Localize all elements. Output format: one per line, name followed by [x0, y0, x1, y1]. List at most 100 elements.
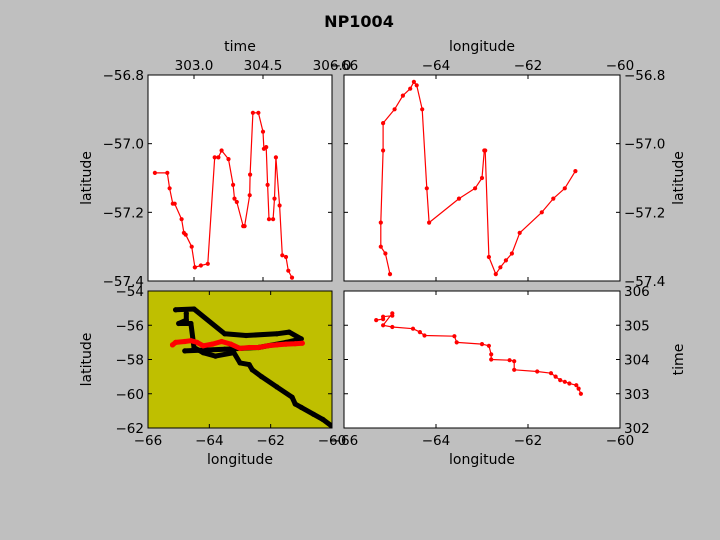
x-tick-label: 306.0: [313, 58, 352, 74]
x-tick-label: −64: [422, 433, 451, 449]
data-point: [273, 155, 278, 160]
data-point: [509, 251, 514, 256]
y-axis-label: time: [671, 344, 687, 376]
data-point: [280, 253, 285, 258]
data-point: [212, 155, 217, 160]
data-point: [272, 196, 277, 201]
data-point: [222, 331, 228, 337]
x-tick-label: −66: [134, 433, 163, 449]
data-point: [274, 342, 280, 348]
data-point: [452, 334, 457, 339]
data-point: [574, 383, 579, 388]
data-point: [562, 186, 567, 191]
x-tick-label: −62: [514, 433, 543, 449]
data-point: [264, 145, 269, 150]
data-point: [292, 341, 298, 347]
data-point: [378, 220, 383, 225]
data-point: [512, 359, 517, 364]
data-point: [424, 186, 429, 191]
data-point: [381, 148, 386, 153]
data-point: [176, 320, 182, 327]
series-line-0: [375, 312, 582, 395]
data-point: [498, 265, 503, 270]
data-point: [165, 170, 170, 175]
x-axis-label: longitude: [207, 452, 273, 468]
y-axis-label: latitude: [79, 333, 95, 387]
data-point: [578, 391, 584, 396]
data-point: [192, 265, 197, 270]
data-point: [567, 381, 572, 386]
y-tick-label: −56.8: [103, 68, 144, 84]
x-tick-label: −60: [606, 433, 635, 449]
data-point: [247, 193, 252, 198]
data-point: [198, 263, 203, 268]
data-point: [255, 344, 261, 351]
x-tick-label: 304.5: [244, 58, 283, 74]
data-point: [512, 367, 517, 372]
data-point: [216, 155, 221, 160]
y-tick-label: −62: [116, 421, 145, 437]
data-point: [173, 339, 179, 345]
data-point: [383, 251, 388, 256]
data-point: [237, 345, 243, 351]
y-tick-label: −57.0: [624, 137, 665, 153]
data-point: [562, 379, 567, 384]
data-point: [249, 367, 255, 373]
data-point: [286, 329, 292, 335]
data-point: [183, 232, 188, 237]
x-axis-label: longitude: [449, 452, 515, 468]
data-point: [486, 254, 491, 260]
data-point: [256, 110, 261, 115]
data-point: [152, 170, 157, 175]
data-point: [219, 338, 225, 345]
data-point: [271, 217, 276, 222]
data-point: [479, 175, 485, 181]
data-point: [260, 129, 266, 134]
data-point: [167, 186, 172, 191]
data-point: [228, 341, 234, 347]
x-tick-label: −60: [606, 58, 635, 74]
x-axis-label: longitude: [449, 39, 515, 55]
x-tick-label: 303.0: [175, 58, 214, 74]
y-tick-label: −60: [116, 387, 145, 403]
data-point: [209, 341, 215, 347]
data-point: [237, 360, 243, 366]
data-point: [277, 203, 282, 208]
panel-time-vs-latitude: 303.0 304.5 306.0 −56.8 −57.0 −57.2 −57.4 time l…: [79, 39, 351, 290]
data-point: [183, 310, 189, 316]
data-point: [503, 258, 508, 263]
data-point: [231, 182, 236, 187]
data-point: [489, 352, 494, 357]
data-point: [493, 272, 498, 277]
data-point: [289, 394, 295, 400]
plot-area: [344, 291, 620, 428]
series-group: [374, 311, 584, 396]
data-point: [548, 371, 554, 376]
data-point: [283, 254, 289, 260]
data-point: [535, 369, 540, 374]
y-tick-label: 302: [624, 421, 650, 437]
data-point: [222, 346, 228, 352]
data-point: [400, 93, 405, 98]
data-point: [486, 343, 491, 348]
data-point: [553, 374, 558, 379]
plot-area: [148, 75, 332, 281]
y-tick-label: 306: [624, 284, 650, 300]
data-point: [258, 374, 265, 380]
data-point: [387, 272, 393, 277]
data-point: [274, 331, 280, 337]
data-point: [392, 107, 397, 112]
data-point: [286, 268, 291, 273]
data-point: [489, 357, 494, 362]
data-point: [248, 172, 253, 177]
y-axis-label: latitude: [671, 151, 687, 205]
data-point: [173, 307, 179, 313]
data-point: [507, 358, 512, 363]
data-point: [183, 317, 189, 323]
data-point: [390, 324, 395, 330]
panel-longitude-vs-time: −66 −64 −62 −60 306 305 304 303 302 longitude time: [330, 284, 687, 468]
data-point: [517, 230, 522, 235]
data-point: [473, 186, 478, 191]
y-tick-label: −58: [116, 353, 145, 369]
data-point: [289, 275, 295, 280]
